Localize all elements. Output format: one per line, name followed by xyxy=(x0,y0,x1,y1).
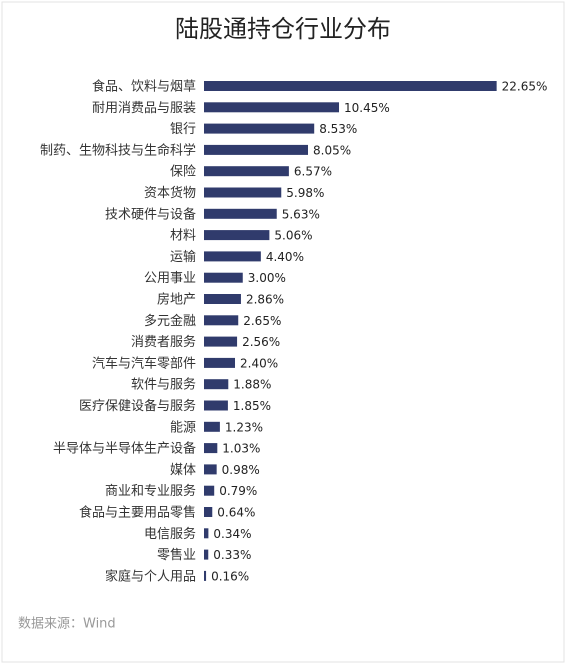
category-label: 材料 xyxy=(170,229,196,244)
bar xyxy=(204,144,309,155)
category-label: 电信服务 xyxy=(144,526,196,542)
category-label: 家庭与个人用品 xyxy=(105,568,196,584)
category-label: 消费者服务 xyxy=(131,334,196,350)
value-label: 1.03% xyxy=(222,442,260,456)
bar xyxy=(204,528,209,539)
bar xyxy=(204,230,270,241)
bar xyxy=(204,294,241,304)
category-label: 汽车与汽车零部件 xyxy=(92,355,196,371)
category-label: 零售业 xyxy=(157,547,196,563)
bar xyxy=(204,166,289,177)
category-label: 能源 xyxy=(170,420,196,435)
bar xyxy=(204,549,209,560)
value-label: 3.00% xyxy=(248,271,286,285)
value-label: 0.64% xyxy=(217,506,255,520)
chart-title: 陆股通持仓行业分布 xyxy=(175,15,391,43)
value-label: 0.16% xyxy=(211,569,249,583)
category-label: 资本货物 xyxy=(144,185,196,201)
category-label: 媒体 xyxy=(170,463,196,478)
bar xyxy=(204,443,218,454)
category-label: 运输 xyxy=(170,249,196,265)
bar xyxy=(204,251,261,262)
category-label: 食品与主要用品零售 xyxy=(79,505,196,521)
value-label: 0.34% xyxy=(213,527,251,541)
bar xyxy=(204,379,229,390)
value-label: 6.57% xyxy=(294,165,332,179)
value-label: 1.88% xyxy=(233,378,271,392)
bar xyxy=(204,507,213,517)
value-label: 5.63% xyxy=(282,207,320,221)
value-label: 2.56% xyxy=(242,335,280,349)
category-label: 多元金融 xyxy=(144,313,196,329)
bar xyxy=(204,357,236,368)
value-label: 0.98% xyxy=(222,463,260,477)
category-label: 制药、生物科技与生命科学 xyxy=(40,142,196,158)
category-label: 半导体与半导体生产设备 xyxy=(53,441,196,457)
bar xyxy=(204,485,215,496)
category-label: 技术硬件与设备 xyxy=(105,206,196,222)
category-label: 软件与服务 xyxy=(131,377,196,393)
value-label: 1.23% xyxy=(225,420,263,434)
bar xyxy=(204,421,220,432)
category-label: 房地产 xyxy=(157,292,196,308)
value-label: 0.33% xyxy=(213,548,251,562)
category-label: 耐用消费品与服装 xyxy=(92,101,196,116)
value-label: 5.06% xyxy=(274,229,312,243)
value-label: 1.85% xyxy=(233,399,271,413)
bar xyxy=(204,570,207,581)
category-label: 银行 xyxy=(170,122,196,137)
source: 数据来源：Wind xyxy=(18,617,116,632)
value-label: 4.40% xyxy=(266,250,304,264)
value-label: 2.86% xyxy=(246,293,284,307)
bar xyxy=(204,400,228,411)
value-label: 8.53% xyxy=(319,122,357,136)
category-label: 商业和专业服务 xyxy=(105,483,196,499)
bar xyxy=(204,336,238,347)
value-label: 0.79% xyxy=(219,484,257,498)
bar xyxy=(204,187,282,198)
bar xyxy=(204,315,239,326)
category-label: 保险 xyxy=(170,165,196,180)
value-label: 2.40% xyxy=(240,356,278,370)
value-label: 10.45% xyxy=(344,101,390,115)
value-label: 22.65% xyxy=(502,80,548,94)
bar xyxy=(204,464,217,475)
bar xyxy=(204,102,340,113)
bar xyxy=(204,123,315,134)
bar xyxy=(204,272,243,283)
value-label: 5.98% xyxy=(286,186,324,200)
value-label: 8.05% xyxy=(313,143,351,157)
category-label: 食品、饮料与烟草 xyxy=(92,79,196,95)
value-label: 2.65% xyxy=(243,314,281,328)
category-label: 医疗保健设备与服务 xyxy=(79,398,196,414)
bar xyxy=(204,81,497,91)
category-label: 公用事业 xyxy=(144,271,196,286)
bar xyxy=(204,208,277,219)
